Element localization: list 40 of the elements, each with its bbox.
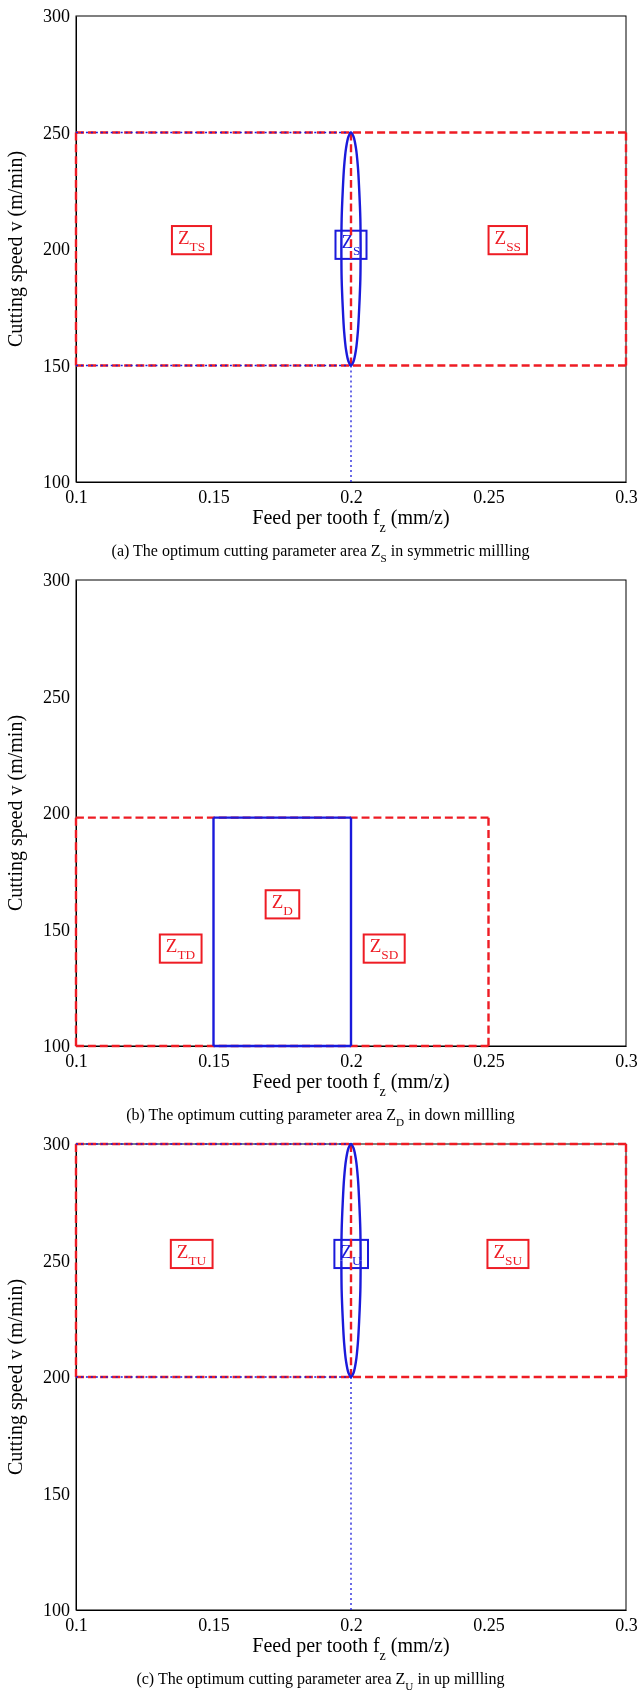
annotation: Z$_{SD}$ <box>369 935 399 962</box>
x-tick-label: 0.3 <box>615 1614 638 1635</box>
y-tick-label: 300 <box>43 570 70 591</box>
x-tick-label: 0.2 <box>340 1050 363 1071</box>
y-tick-label: 250 <box>43 1250 70 1271</box>
y-tick-label: 300 <box>43 6 70 27</box>
y-tick-label: 200 <box>43 803 70 824</box>
y-tick-label: 200 <box>43 1367 70 1388</box>
x-tick-label: 0.3 <box>615 486 638 507</box>
y-tick-label: 250 <box>43 122 70 143</box>
x-axis-title: Feed per tooth f$_{z}$ (mm/z) <box>252 1070 450 1099</box>
y-axis-title: Cutting speed v (m/min) <box>4 150 27 348</box>
x-tick-label: 0.2 <box>340 1614 363 1635</box>
x-tick-label: 0.15 <box>198 1614 230 1635</box>
y-axis-title: Cutting speed v (m/min) <box>4 1278 27 1476</box>
text: (b) The optimum cutting parameter area Z$_{D}$ in down millling <box>126 1106 515 1128</box>
y-tick-label: 150 <box>43 355 70 376</box>
x-axis-title: Feed per tooth f$_{z}$ (mm/z) <box>252 506 450 535</box>
annotation: Z$_{SU}$ <box>493 1240 523 1268</box>
x-tick-label: 0.25 <box>473 1050 505 1071</box>
annotation: Z$_{TD}$ <box>165 935 196 962</box>
y-tick-label: 300 <box>43 1134 70 1155</box>
x-tick-label: 0.25 <box>473 486 505 507</box>
y-tick-label: 150 <box>43 1483 70 1504</box>
x-tick-label: 0.15 <box>198 1050 230 1071</box>
x-tick-label: 0.15 <box>198 486 230 507</box>
annotation: Z$_{TU}$ <box>176 1240 207 1268</box>
text: (c) The optimum cutting parameter area Z$_{U}$ in up millling <box>136 1670 505 1692</box>
y-tick-label: 250 <box>43 686 70 707</box>
x-tick-label: 0.3 <box>615 1050 638 1071</box>
x-axis-title: Feed per tooth f$_{z}$ (mm/z) <box>252 1634 450 1663</box>
y-tick-label: 200 <box>43 239 70 260</box>
text: (a) The optimum cutting parameter area Z$_{S}$ in symmetric millling <box>111 542 530 564</box>
y-tick-label: 150 <box>43 919 70 940</box>
x-tick-label: 0.25 <box>473 1614 505 1635</box>
annotation: Z$_{D}$ <box>271 891 294 918</box>
annotation: Z$_{SS}$ <box>494 227 521 254</box>
y-axis-title: Cutting speed v (m/min) <box>4 714 27 912</box>
x-tick-label: 0.2 <box>340 486 363 507</box>
annotation: Z$_{TS}$ <box>177 227 206 254</box>
